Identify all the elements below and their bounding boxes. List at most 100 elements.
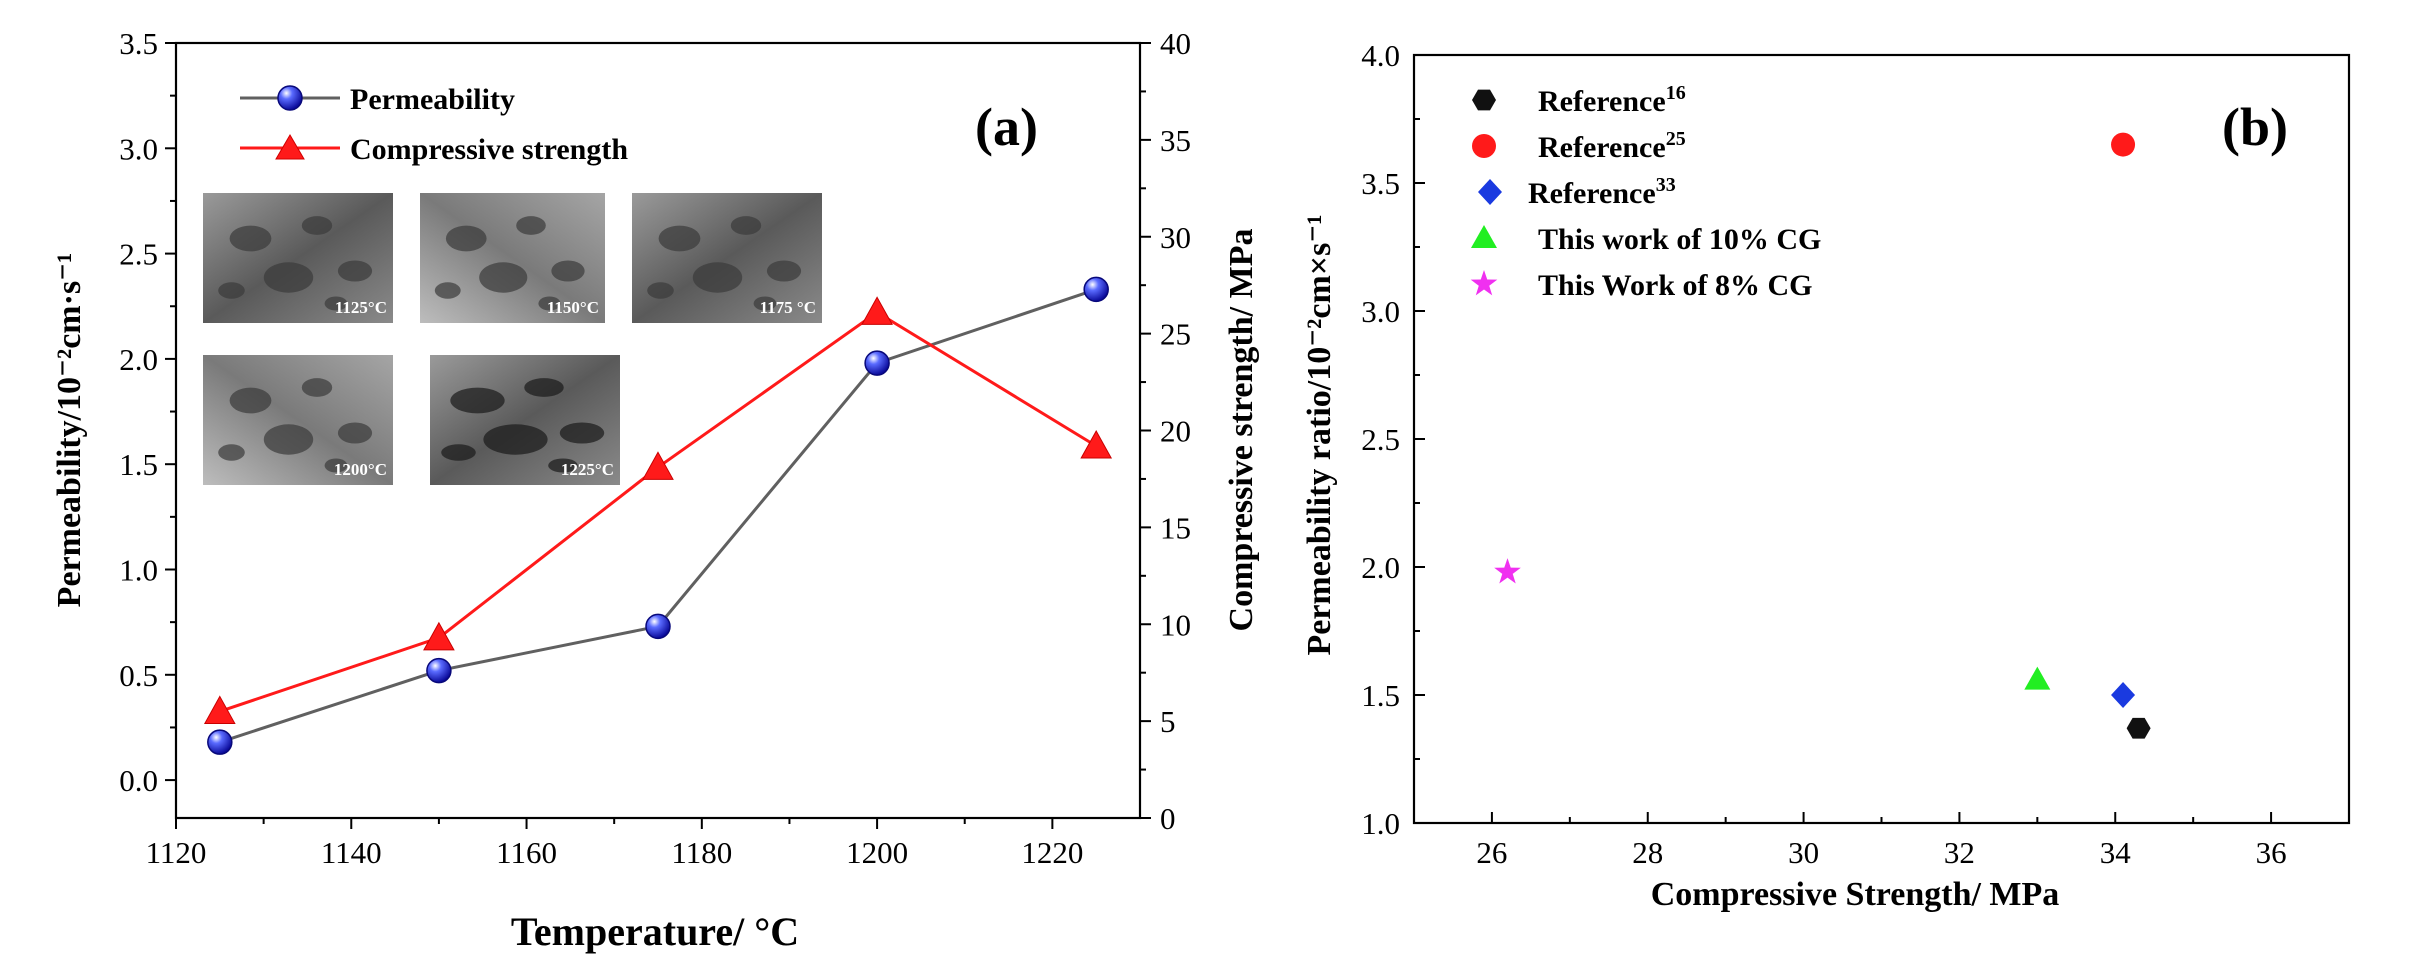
sem-pore — [337, 422, 373, 444]
x-tick-label: 28 — [1632, 835, 1663, 870]
sem-inset-background — [632, 193, 822, 323]
y-right-tick-label: 5 — [1160, 704, 1176, 739]
sem-pore — [753, 296, 777, 311]
sem-pore — [218, 282, 245, 299]
legend-label-ref16: Reference16 — [1538, 82, 1686, 118]
strength-point — [861, 296, 893, 325]
x-tick-label: 32 — [1944, 835, 1975, 870]
sem-inset-label: 1200°C — [334, 460, 387, 479]
sem-pore — [559, 422, 605, 444]
strength-point — [203, 695, 236, 724]
x-tick-label: 1220 — [1021, 835, 1083, 870]
sem-pore — [483, 424, 548, 455]
strength-point — [642, 451, 674, 480]
panel-b-y-axis-label: Permeability ratio/10⁻²cm×s⁻¹ — [1301, 214, 1338, 655]
panel-a-sem-insets: 1125°C 1150°C 1175 °C 1200°C 1225°C — [203, 193, 822, 485]
sem-pore — [524, 378, 564, 397]
strength-point — [423, 621, 455, 651]
panel-b-chart: 26 28 30 32 34 36 1.0 1.5 2.0 2.5 3.0 3.5 4.0 Refere… — [1301, 38, 2351, 913]
y-left-tick-label: 2.5 — [119, 237, 158, 272]
sem-pore — [337, 260, 373, 282]
y-tick-label: 4.0 — [1361, 38, 1400, 73]
legend-label-cg10: This work of 10% CG — [1538, 223, 1821, 256]
sem-inset-label: 1175 °C — [760, 298, 816, 317]
sem-inset-image: 1225°C — [430, 355, 620, 485]
scatter-point-cg8 — [1494, 558, 1521, 584]
permeability-point — [207, 729, 233, 755]
sem-pore — [766, 260, 802, 282]
y-tick-label: 3.5 — [1361, 166, 1400, 201]
sem-pore — [301, 216, 333, 235]
sem-pore — [516, 216, 546, 235]
sem-inset-image: 1175 °C — [632, 193, 822, 323]
permeability-point — [645, 613, 671, 640]
panel-b-x-axis-label: Compressive Strength/ MPa — [1651, 876, 2060, 913]
panel-a-chart: 1120 1140 1160 1180 1200 1220 0.0 0.5 1.0 1.5 2.0 2… — [51, 26, 1260, 954]
y-left-tick-label: 2.0 — [119, 342, 158, 377]
sem-inset-image: 1125°C — [203, 193, 393, 323]
sem-inset-background — [430, 355, 620, 485]
legend-permeability-label: Permeability — [350, 83, 515, 116]
permeability-point — [1083, 276, 1109, 303]
legend-marker-ref33 — [1478, 179, 1502, 205]
y-tick-label: 1.0 — [1361, 806, 1400, 841]
sem-inset-background — [203, 193, 393, 323]
sem-pore — [658, 225, 701, 252]
sem-inset-label: 1150°C — [547, 298, 599, 317]
panel-b-legend: Reference16 Reference25 Reference33 This wo… — [1470, 82, 1821, 302]
y-tick-label: 1.5 — [1361, 678, 1400, 713]
legend-label-ref25: Reference25 — [1538, 128, 1686, 164]
y-right-tick-label: 20 — [1160, 414, 1191, 449]
sem-pore — [450, 387, 505, 414]
y-left-tick-label: 3.0 — [119, 131, 158, 166]
y-tick-label: 3.0 — [1361, 294, 1400, 329]
sem-pore — [263, 262, 314, 293]
y-left-tick-label: 0.5 — [119, 658, 158, 693]
sem-pore — [692, 262, 743, 293]
panel-a-series-points — [203, 276, 1113, 755]
y-right-tick-label: 10 — [1160, 607, 1191, 642]
x-tick-label: 1120 — [146, 835, 207, 870]
panel-b-points — [1494, 132, 2151, 739]
panel-b-frame — [1412, 53, 2351, 825]
sem-pore — [229, 225, 272, 252]
permeability-point — [426, 657, 452, 684]
legend-marker-ref25 — [1472, 134, 1496, 158]
x-tick-label: 26 — [1476, 835, 1507, 870]
panel-a-label: (a) — [975, 97, 1038, 157]
sem-pore — [434, 282, 461, 299]
x-tick-label: 36 — [2256, 835, 2287, 870]
sem-inset-image: 1200°C — [203, 355, 393, 485]
panel-a-x-axis-label: Temperature/ °C — [511, 909, 799, 954]
panel-a-legend: Permeability Compressive strength — [240, 83, 628, 166]
legend-label-ref33: Reference33 — [1528, 174, 1676, 210]
legend-marker-ref16 — [1472, 89, 1496, 111]
sem-pore — [479, 262, 528, 293]
sem-pore — [229, 387, 272, 414]
panel-b-ticks: 26 28 30 32 34 36 1.0 1.5 2.0 2.5 3.0 3.5 4.0 — [1361, 38, 2350, 870]
sem-pore — [538, 296, 561, 311]
sem-inset-label: 1225°C — [561, 460, 614, 479]
sem-pore — [441, 444, 476, 461]
x-tick-label: 1180 — [671, 835, 732, 870]
x-tick-label: 30 — [1788, 835, 1819, 870]
y-right-tick-label: 0 — [1160, 801, 1176, 836]
sem-pore — [548, 458, 578, 473]
y-left-tick-label: 1.5 — [119, 447, 158, 482]
sem-pore — [324, 296, 348, 311]
y-left-tick-label: 3.5 — [119, 26, 158, 61]
legend-label-cg8: This Work of 8% CG — [1538, 269, 1813, 302]
scatter-point-ref16 — [2126, 717, 2151, 739]
sem-pore — [218, 444, 245, 461]
sem-pore — [445, 225, 487, 252]
legend-permeability-marker — [277, 85, 303, 111]
scatter-point-ref25 — [2111, 132, 2136, 157]
sem-inset-image: 1150°C — [420, 193, 605, 323]
y-left-tick-label: 0.0 — [119, 763, 158, 798]
y-tick-label: 2.0 — [1361, 550, 1400, 585]
y-right-tick-label: 15 — [1160, 510, 1191, 545]
y-right-tick-label: 35 — [1160, 123, 1191, 158]
y-right-tick-label: 30 — [1160, 220, 1191, 255]
sem-pore — [647, 282, 674, 299]
